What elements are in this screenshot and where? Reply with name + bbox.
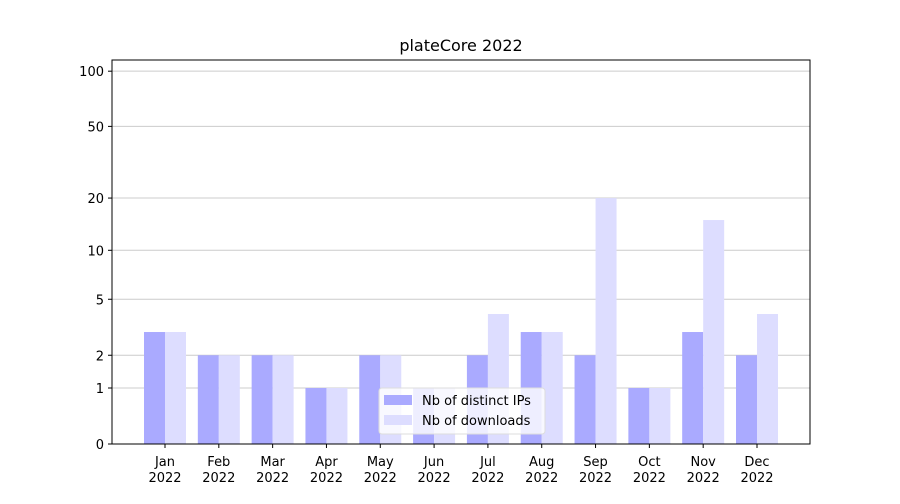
x-tick-label: Jun 2022 bbox=[418, 455, 451, 486]
bar bbox=[305, 388, 327, 444]
x-tick-label: Dec 2022 bbox=[740, 455, 773, 486]
bar bbox=[736, 355, 757, 444]
y-tick-label: 20 bbox=[87, 192, 104, 207]
chart-title: plateCore 2022 bbox=[399, 36, 522, 55]
bar bbox=[165, 332, 186, 444]
y-tick-label: 0 bbox=[96, 438, 104, 453]
bar bbox=[272, 355, 294, 444]
y-tick-label: 100 bbox=[79, 65, 104, 80]
y-tick-label: 10 bbox=[87, 244, 104, 259]
x-tick-label: Aug 2022 bbox=[525, 455, 558, 486]
bar bbox=[595, 198, 617, 444]
legend-label: Nb of distinct IPs bbox=[422, 394, 531, 409]
bar bbox=[144, 332, 165, 444]
bar bbox=[649, 388, 671, 444]
legend-swatch bbox=[384, 395, 412, 405]
x-tick-label: Feb 2022 bbox=[202, 455, 235, 486]
bar bbox=[197, 355, 219, 444]
x-tick-label: Mar 2022 bbox=[256, 455, 289, 486]
y-tick-label: 2 bbox=[96, 349, 104, 364]
x-tick-label: May 2022 bbox=[364, 455, 397, 486]
bar bbox=[574, 355, 596, 444]
bar bbox=[359, 355, 381, 444]
x-tick-label: Nov 2022 bbox=[687, 455, 720, 486]
bar bbox=[703, 220, 725, 444]
x-tick-label: Jan 2022 bbox=[148, 455, 181, 486]
y-tick-label: 50 bbox=[87, 120, 104, 135]
bar bbox=[628, 388, 650, 444]
bar bbox=[757, 313, 778, 444]
y-tick-label: 5 bbox=[96, 293, 104, 308]
bar bbox=[541, 332, 563, 444]
plot-frame bbox=[111, 59, 811, 445]
legend-swatch bbox=[384, 415, 412, 425]
bar bbox=[218, 355, 240, 444]
bar bbox=[682, 332, 704, 444]
x-tick-label: Oct 2022 bbox=[633, 455, 666, 486]
x-tick-label: Apr 2022 bbox=[310, 455, 343, 486]
x-tick-label: Sep 2022 bbox=[579, 455, 612, 486]
bar bbox=[326, 388, 348, 444]
x-tick-label: Jul 2022 bbox=[471, 455, 504, 486]
legend-box bbox=[378, 387, 546, 435]
legend-label: Nb of downloads bbox=[422, 414, 531, 429]
bar bbox=[251, 355, 273, 444]
y-tick-label: 1 bbox=[96, 382, 104, 397]
